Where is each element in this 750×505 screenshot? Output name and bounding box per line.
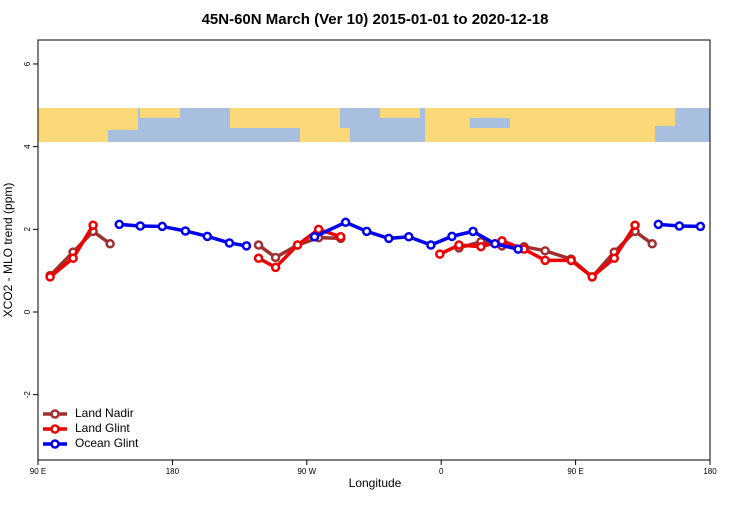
data-point <box>647 239 657 249</box>
data-point <box>313 224 324 235</box>
data-point <box>335 232 346 242</box>
y-axis-label: XCO2 - MLO trend (ppm) <box>1 183 15 318</box>
y-tick-label: -2 <box>23 391 32 399</box>
data-point <box>426 240 436 250</box>
y-tick-label: 2 <box>23 227 32 232</box>
data-point <box>114 219 124 230</box>
data-point <box>135 221 146 231</box>
x-tick-label: 90 E <box>567 467 583 476</box>
legend-label: Land Nadir <box>75 406 134 420</box>
data-point <box>180 226 191 236</box>
data-point <box>361 226 372 237</box>
data-point <box>630 220 640 230</box>
data-point <box>476 241 486 252</box>
data-point <box>540 246 550 256</box>
data-point <box>540 255 550 266</box>
plot-frame <box>37 39 711 461</box>
data-point <box>490 239 500 249</box>
x-axis-label: Longitude <box>349 476 402 490</box>
legend-marker <box>50 439 60 449</box>
data-point <box>253 253 264 264</box>
data-point <box>404 232 414 242</box>
data-point <box>253 240 264 250</box>
data-point <box>384 233 394 244</box>
data-point <box>68 253 78 264</box>
data-point <box>202 231 213 242</box>
data-point <box>653 219 664 230</box>
data-point <box>695 221 706 232</box>
data-point <box>447 231 457 242</box>
data-point <box>435 249 445 259</box>
data-point <box>309 232 320 242</box>
data-point <box>674 221 685 231</box>
y-tick-label: 0 <box>23 309 32 314</box>
data-point <box>105 239 115 249</box>
map-strip <box>38 108 710 142</box>
data-point <box>340 217 351 228</box>
data-point <box>513 244 523 254</box>
data-point <box>224 238 235 248</box>
data-point <box>88 220 98 230</box>
y-tick-label: 4 <box>23 144 32 149</box>
y-tick-label: 6 <box>23 61 32 66</box>
legend-label: Ocean Glint <box>75 436 139 450</box>
x-tick-label: 90 E <box>30 467 46 476</box>
data-point <box>292 240 303 250</box>
data-point <box>241 241 252 251</box>
x-tick-label: 180 <box>703 467 717 476</box>
x-tick-label: 90 W <box>297 467 316 476</box>
data-point <box>45 272 55 282</box>
data-point <box>157 221 167 232</box>
data-point <box>566 255 576 266</box>
data-point <box>587 272 597 282</box>
data-point <box>454 240 464 250</box>
x-tick-label: 0 <box>439 467 444 476</box>
x-tick-label: 180 <box>166 467 180 476</box>
data-point <box>270 252 281 263</box>
chart-title: 45N-60N March (Ver 10) 2015-01-01 to 202… <box>202 11 549 28</box>
series-line <box>48 229 654 280</box>
legend-marker <box>50 409 60 419</box>
data-point <box>270 262 281 273</box>
legend-label: Land Glint <box>75 421 130 435</box>
data-point <box>468 226 478 237</box>
legend-marker <box>50 424 60 434</box>
data-point <box>609 253 620 264</box>
